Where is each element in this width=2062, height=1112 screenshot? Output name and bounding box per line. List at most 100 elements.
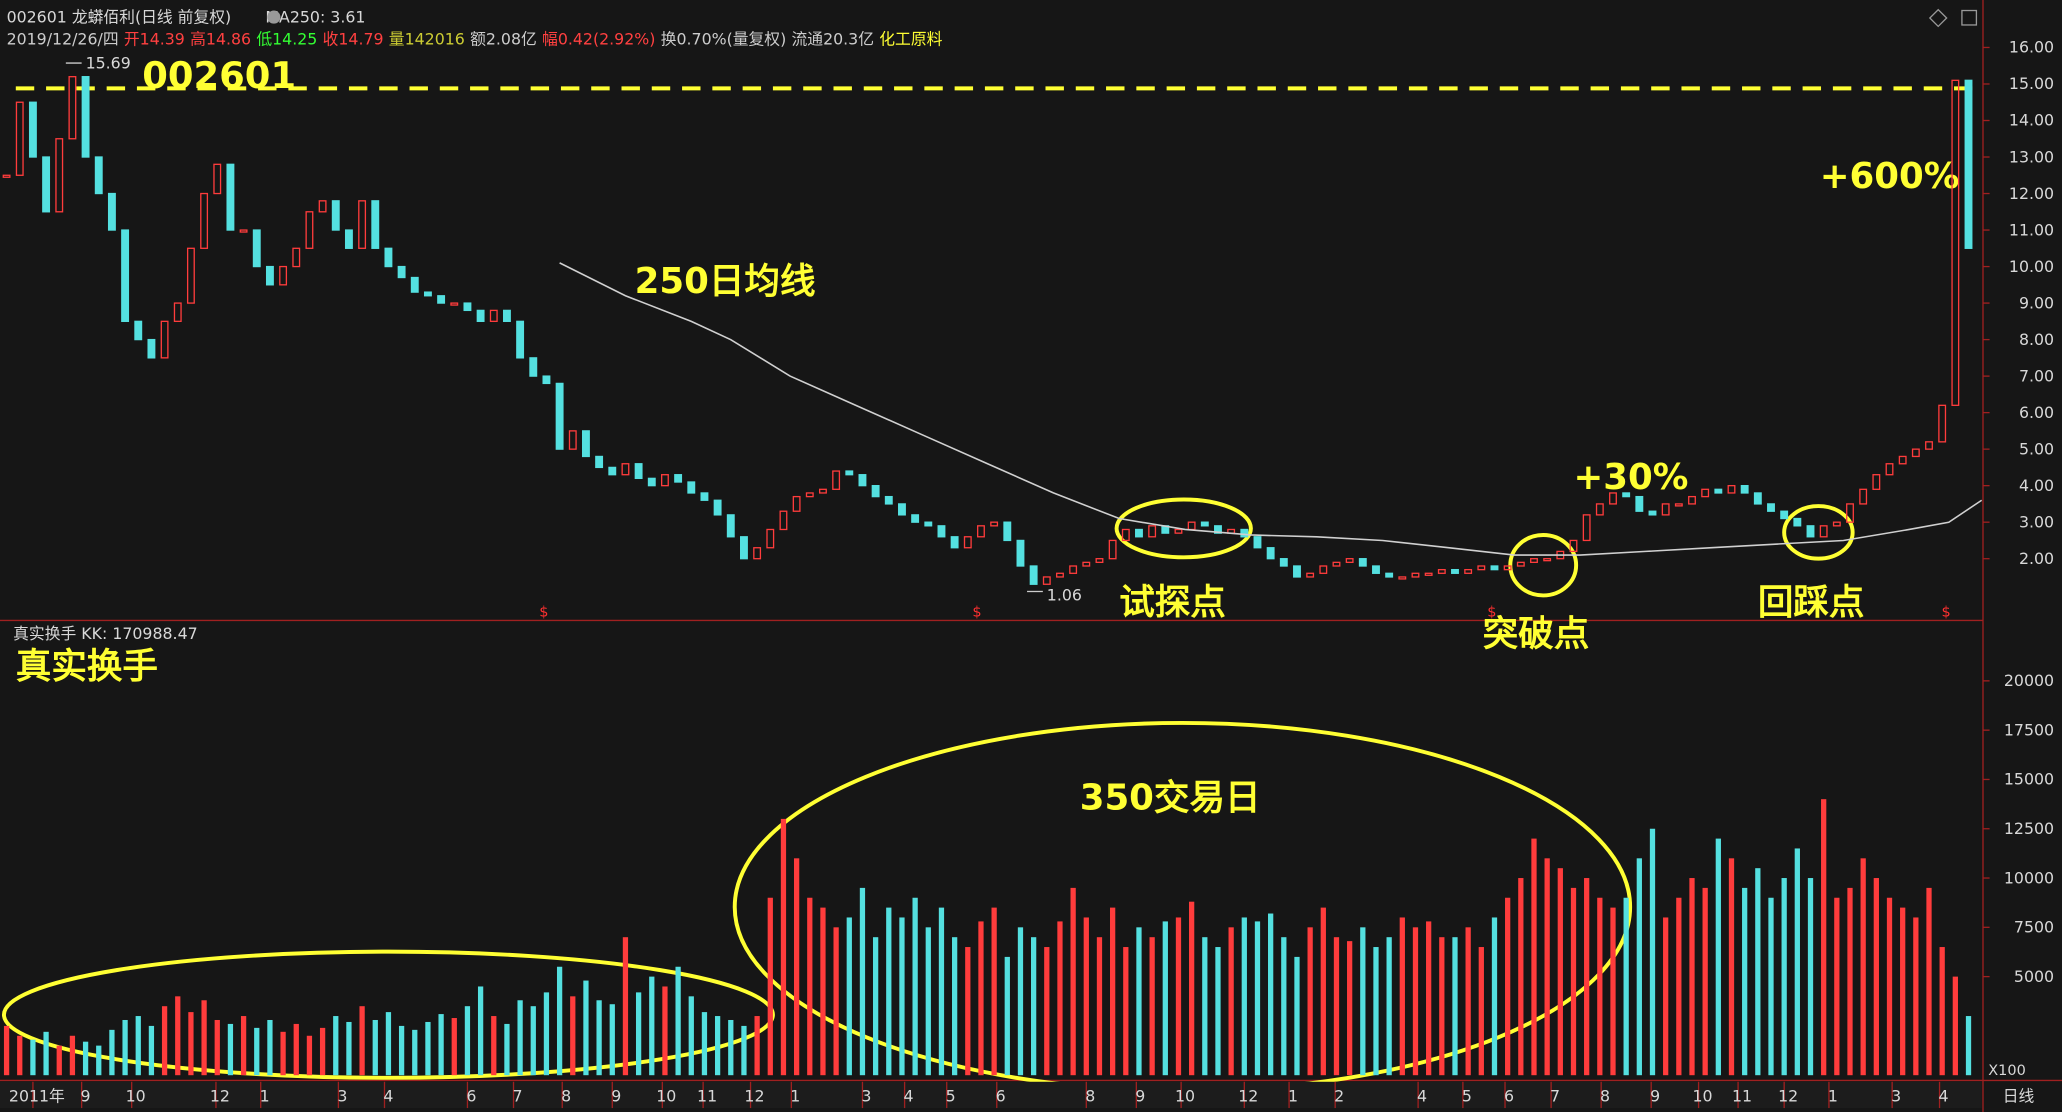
candle [1095, 558, 1104, 564]
candle [1859, 488, 1868, 505]
volume-bar [1057, 921, 1063, 1076]
info-item: 收14.79 [323, 30, 384, 49]
volume-bar [675, 966, 681, 1076]
candle [977, 525, 985, 538]
volume-bar [240, 1016, 247, 1076]
volume-bar [1031, 937, 1037, 1076]
candle [160, 320, 169, 359]
x-axis-bar [0, 1081, 1982, 1109]
y2-tick-label: 15000 [2004, 770, 2054, 789]
candle [1951, 79, 1960, 406]
candle [1411, 572, 1420, 578]
candle [1451, 568, 1459, 574]
candle [1279, 558, 1288, 567]
candle [700, 492, 709, 501]
volume-bar [17, 1035, 23, 1076]
y-tick-label: 10.00 [2009, 257, 2054, 276]
x-tick-label: 10 [656, 1086, 676, 1105]
header-info: 2019/12/26/四 开14.39 高14.86 低14.25 收14.79 量142… [7, 30, 943, 49]
candle [55, 138, 64, 213]
candle [265, 265, 274, 286]
candle [963, 536, 972, 549]
volume-bar [925, 927, 931, 1076]
volume-bar [43, 1031, 49, 1076]
candle [305, 211, 314, 249]
volume-bar [1728, 858, 1735, 1076]
annotation: +30% [1573, 457, 1688, 498]
volume-bar [1202, 937, 1208, 1076]
y-tick-label: 11.00 [2009, 220, 2054, 239]
y-tick-label: 12.00 [2009, 184, 2054, 203]
candle [1898, 455, 1907, 465]
y2-tick-label: 12500 [2004, 819, 2054, 838]
candle [1701, 488, 1710, 498]
candle [1306, 572, 1315, 578]
volume-bar [254, 1027, 260, 1076]
candle [450, 302, 459, 306]
candle [1582, 514, 1591, 542]
volume-bar [793, 858, 800, 1076]
volume-bar [820, 907, 826, 1076]
volume-bar [1847, 887, 1853, 1076]
candle [647, 477, 656, 487]
x-tick-label: 4 [1417, 1086, 1427, 1105]
volume-bar [1070, 887, 1076, 1076]
candle [779, 510, 788, 531]
volume-bar [1689, 878, 1695, 1076]
annotation: +600% [1820, 156, 1960, 197]
candle [1398, 576, 1407, 580]
event-marker: $ [539, 604, 548, 620]
candle [1543, 558, 1552, 562]
x-tick-label: 12 [1778, 1086, 1798, 1105]
candle [1740, 485, 1749, 494]
candle [28, 101, 37, 158]
candle [1069, 565, 1078, 574]
candle [884, 495, 893, 505]
candle [542, 375, 551, 385]
candle [1253, 536, 1262, 549]
candle [1885, 463, 1894, 476]
volume-bar [556, 966, 563, 1076]
volume-bar [425, 1021, 431, 1076]
volume-bar [596, 1000, 602, 1076]
volume-bar [306, 1035, 313, 1076]
icon[interactable] [1928, 8, 1948, 28]
candle [1780, 510, 1789, 520]
candle [1964, 79, 1973, 249]
candle [1135, 528, 1143, 538]
candle [1635, 495, 1644, 512]
volume-bar [280, 1031, 286, 1076]
volume-bar [1307, 927, 1313, 1076]
volume-bar [1083, 917, 1089, 1076]
volume-bar [1794, 848, 1800, 1076]
candle [1846, 503, 1854, 523]
candle [2, 174, 11, 178]
volume-bar [701, 1012, 708, 1076]
candle [1016, 539, 1025, 567]
volume-bar [1241, 917, 1247, 1076]
info-item: 幅0.42(2.92%) [542, 30, 655, 49]
x-tick-label: 8 [1600, 1086, 1610, 1105]
candle [529, 357, 538, 377]
x-tick-label: 2011年 [9, 1086, 65, 1105]
annotation: 002601 [142, 54, 296, 97]
volume-bar [398, 1025, 405, 1076]
y2-tick-label: 7500 [2014, 918, 2054, 937]
candle [502, 309, 511, 322]
icon[interactable] [1961, 9, 1978, 26]
ellipse [1114, 497, 1253, 560]
volume-bar [451, 1018, 457, 1076]
candle [766, 528, 775, 549]
volume-bar [1491, 917, 1498, 1076]
candle [1477, 565, 1486, 571]
candle [489, 309, 498, 322]
candle [1661, 503, 1670, 516]
candle [397, 265, 406, 279]
volume-bar [1268, 913, 1274, 1076]
candle [1503, 565, 1512, 571]
volume-bar [1873, 878, 1879, 1076]
volume-bar [1044, 947, 1050, 1076]
icon [267, 10, 281, 24]
candle [107, 192, 116, 231]
candle [1214, 525, 1222, 534]
